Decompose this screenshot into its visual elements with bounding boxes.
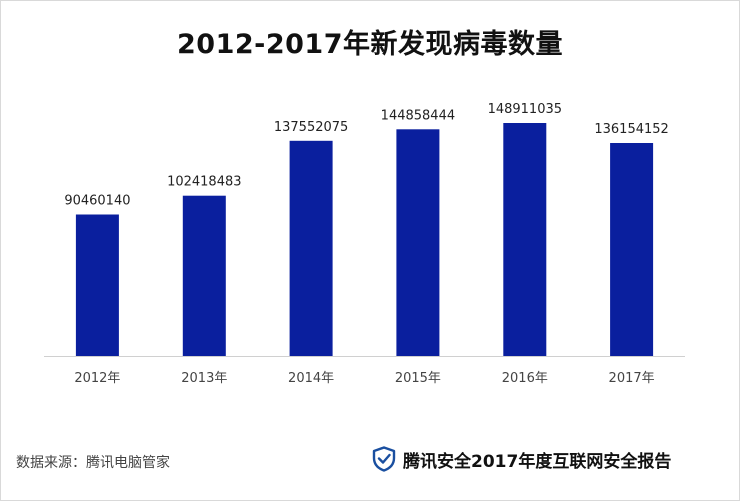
brand-text: 腾讯安全2017年度互联网安全报告 xyxy=(403,451,672,472)
data-label-2014年: 137552075 xyxy=(274,120,348,135)
x-tick-label-2016年: 2016年 xyxy=(502,371,548,386)
data-source-note: 数据来源：腾讯电脑管家 xyxy=(16,455,170,471)
data-label-2016年: 148911035 xyxy=(488,102,562,117)
x-tick-label-2017年: 2017年 xyxy=(609,371,655,386)
data-label-2015年: 144858444 xyxy=(381,108,455,123)
data-label-2012年: 90460140 xyxy=(64,194,130,209)
shield-check-icon xyxy=(372,446,396,472)
bar-2016年 xyxy=(503,123,547,356)
x-tick-label-2013年: 2013年 xyxy=(181,371,227,386)
x-tick-label-2012年: 2012年 xyxy=(74,371,120,386)
chart-title: 2012-2017年新发现病毒数量 xyxy=(177,29,563,60)
data-label-2013年: 102418483 xyxy=(167,175,241,190)
bar-2017年 xyxy=(610,143,654,356)
report-brand: 腾讯安全2017年度互联网安全报告 xyxy=(372,446,671,472)
x-tick-label-2015年: 2015年 xyxy=(395,371,441,386)
bar-2012年 xyxy=(75,214,119,356)
bar-2014年 xyxy=(289,140,333,356)
x-tick-label-2014年: 2014年 xyxy=(288,371,334,386)
bar-2015年 xyxy=(396,129,440,356)
bar-2013年 xyxy=(182,195,226,356)
data-label-2017年: 136154152 xyxy=(594,122,668,137)
